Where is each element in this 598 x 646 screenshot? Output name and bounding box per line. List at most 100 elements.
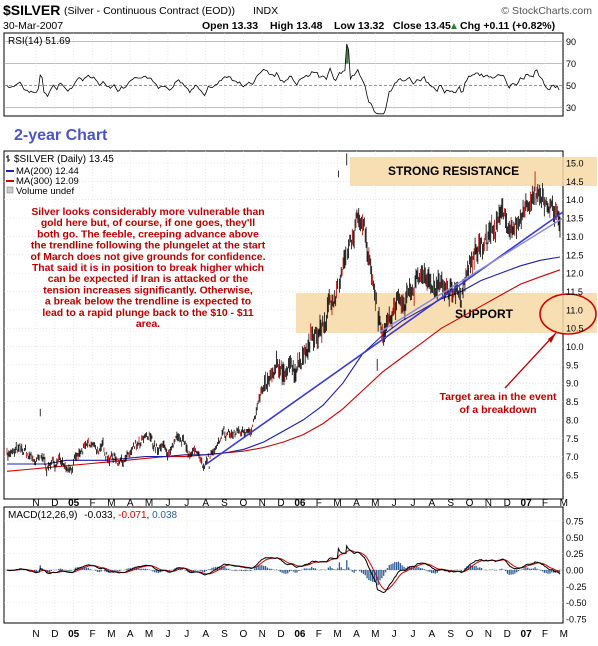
macd-sep-2: , <box>147 510 153 521</box>
macd-hist-bar <box>327 567 329 570</box>
price-tick: 14.5 <box>566 177 584 187</box>
macd-hist-bar <box>312 568 315 570</box>
macd-hist-bar <box>492 569 494 570</box>
macd-hist-bar <box>198 570 200 571</box>
ma200-line <box>7 256 561 465</box>
macd-hist-bar <box>438 570 440 572</box>
macd-hist-bar <box>296 570 298 573</box>
x-tick: A <box>353 498 360 509</box>
price-tick: 14.0 <box>566 195 584 205</box>
macd-hist-bar <box>209 569 211 570</box>
x-tick: M <box>371 498 379 509</box>
x-tick: J <box>165 498 170 509</box>
x-tick: O <box>239 498 247 509</box>
macd-hist-bar <box>540 570 542 571</box>
macd-hist-bar <box>392 563 394 570</box>
macd-tick: 0.00 <box>566 566 584 576</box>
macd-hist-bar <box>259 565 261 570</box>
price-legend: $SILVER (Daily) 13.45 MA(200) 12.44 MA(3… <box>6 154 114 197</box>
x-tick: N <box>485 629 492 640</box>
x-tick: M <box>145 498 153 509</box>
macd-hist-bar <box>333 569 335 570</box>
x-tick: O <box>466 498 474 509</box>
x-tick: M <box>145 629 153 640</box>
macd-hist-bar <box>512 570 514 575</box>
macd-hist-bar <box>213 567 215 570</box>
x-tick: D <box>504 498 511 509</box>
x-tick: O <box>239 629 247 640</box>
x-tick: N <box>32 498 39 509</box>
price-tick: 11.0 <box>566 305 583 315</box>
macd-hist-bar <box>395 562 398 570</box>
legend-ma300: MA(300) 12.09 <box>16 176 79 187</box>
chart-date: 30-Mar-2007 <box>3 20 63 32</box>
macd-hist-bar <box>549 570 551 574</box>
rsi-axis: 90 70 50 30 <box>566 37 576 113</box>
macd-hist-bar <box>285 570 287 574</box>
macd-hist-bar <box>436 570 438 573</box>
x-tick: F <box>542 629 548 640</box>
macd-hist-bar <box>65 570 67 571</box>
macd-hist-bar <box>362 570 365 574</box>
macd-hist-bar <box>477 567 479 570</box>
macd-hist-bar <box>58 568 60 570</box>
rsi-tick: 70 <box>566 59 576 69</box>
commentary-line: gold here but, of course, if one goes, t… <box>41 218 255 229</box>
macd-hist-bar <box>504 570 507 572</box>
macd-hist-bar <box>506 570 509 574</box>
legend-price: $SILVER (Daily) 13.45 <box>14 154 114 165</box>
x-tick: D <box>51 498 58 509</box>
x-tick: J <box>392 629 397 640</box>
legend-ma200: MA(200) 12.44 <box>16 166 79 177</box>
high-value: High 13.48 <box>270 20 323 32</box>
macd-hist-bar <box>146 569 149 570</box>
macd-hist-bar <box>427 570 429 572</box>
macd-hist-bar <box>104 570 106 572</box>
commentary-line: can be expected if Iran is attacked or t… <box>48 274 249 285</box>
macd-axis: 0.75 0.50 0.25 0.00 -0.25 -0.50 -0.75 <box>566 517 587 625</box>
macd-hist-bar <box>74 567 77 570</box>
macd-hist-bar <box>525 567 527 570</box>
macd-hist-bar <box>226 568 228 570</box>
legend-volume: Volume undef <box>16 186 74 197</box>
macd-hist-bar <box>239 570 241 571</box>
macd-hist-bar <box>275 569 278 570</box>
macd-hist-bar <box>231 570 233 571</box>
price-bars <box>6 153 561 477</box>
macd-hist-bar <box>303 568 305 570</box>
macd-hist-bar <box>59 568 62 570</box>
macd-hist-bar <box>155 570 158 573</box>
macd-hist-bar <box>130 568 132 570</box>
x-tick: 05 <box>68 629 80 640</box>
macd-hist-bar <box>425 570 427 571</box>
macd-hist-bar <box>157 570 160 574</box>
macd-hist-bar <box>143 568 145 570</box>
macd-hist-bar <box>152 570 154 572</box>
x-tick: A <box>127 498 134 509</box>
x-tick: M <box>333 629 341 640</box>
macd-hist-bar <box>381 570 383 579</box>
macd-hist-bar <box>87 567 89 570</box>
x-tick: M <box>560 498 568 509</box>
macd-hist-bar <box>261 564 263 570</box>
macd-hist-bar <box>342 568 344 570</box>
x-tick: 07 <box>521 498 533 509</box>
macd-hist-bar <box>246 570 248 571</box>
macd-hist-bar <box>211 567 213 570</box>
chg-arrow-icon: ▲ <box>449 21 459 32</box>
macd-hist-bar <box>200 570 202 572</box>
macd-hist-bar <box>383 570 385 576</box>
x-tick: A <box>202 629 209 640</box>
macd-hist-bar <box>340 567 342 570</box>
macd-hist-bar <box>61 569 64 570</box>
macd-hist-bar <box>344 569 346 570</box>
macd-hist-bar <box>408 566 411 570</box>
source-watermark: © StockCharts.com <box>501 5 592 17</box>
x-tick: M <box>333 498 341 509</box>
chg-value: Chg +0.11 (+0.82%) <box>460 20 555 32</box>
macd-hist-bar <box>523 568 525 570</box>
x-tick: J <box>184 629 189 640</box>
macd-hist-bar <box>279 570 281 572</box>
price-tick: 7.5 <box>566 434 579 444</box>
macd-hist-bar <box>141 568 143 570</box>
